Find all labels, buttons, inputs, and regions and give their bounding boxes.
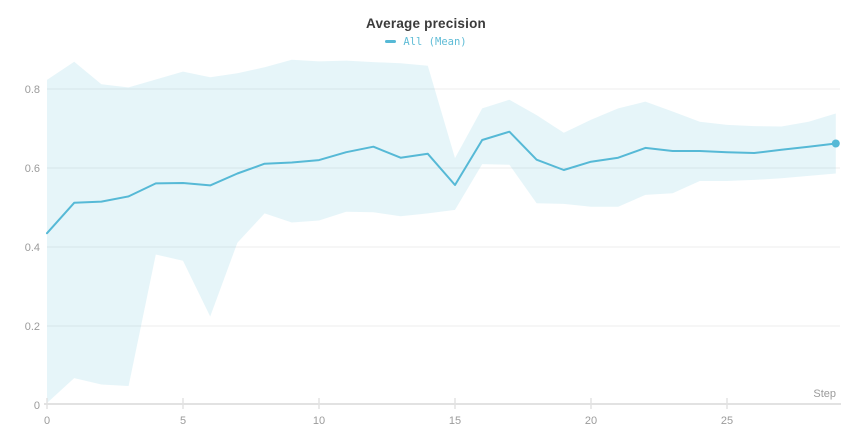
x-tick-label: 25 xyxy=(721,415,733,427)
y-tick-label: 0.6 xyxy=(25,163,40,175)
x-tick-label: 20 xyxy=(585,415,597,427)
chart-title: Average precision xyxy=(366,16,486,31)
legend-line-swatch-icon xyxy=(385,39,397,43)
legend-label: All (Mean) xyxy=(403,36,467,48)
last-point-marker xyxy=(831,139,840,148)
x-tick-label: 10 xyxy=(313,415,325,427)
y-tick-label: 0.2 xyxy=(25,321,40,333)
x-tick-label: 0 xyxy=(44,415,50,427)
mean-line xyxy=(46,130,837,235)
x-tick-label: 15 xyxy=(449,415,461,427)
legend-item-all-mean[interactable]: All (Mean) xyxy=(0,36,852,48)
y-tick-label: 0 xyxy=(34,400,40,412)
x-tick-label: 5 xyxy=(180,415,186,427)
plot-area[interactable] xyxy=(47,55,840,405)
y-tick-label: 0.4 xyxy=(25,242,40,254)
x-axis-title: Step xyxy=(813,388,836,400)
y-tick-label: 0.8 xyxy=(25,84,40,96)
confidence-band xyxy=(47,59,836,404)
